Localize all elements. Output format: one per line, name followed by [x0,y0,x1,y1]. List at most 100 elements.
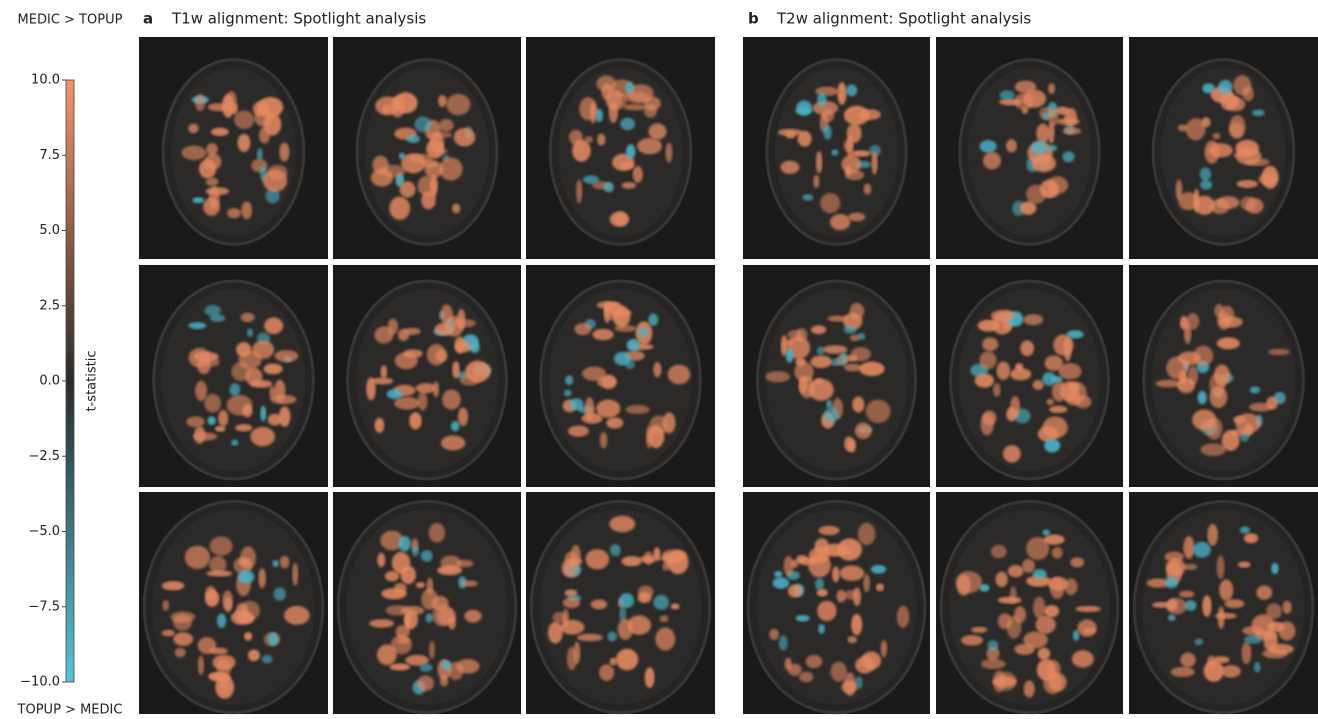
positive-cluster [653,547,660,559]
positive-cluster [1014,93,1034,110]
positive-cluster [1156,380,1182,388]
positive-cluster [250,427,275,446]
positive-cluster [660,615,669,622]
positive-cluster [464,610,481,623]
negative-cluster [217,614,226,628]
negative-cluster [626,144,636,159]
negative-cluster [570,398,583,410]
positive-cluster [1238,561,1251,567]
positive-cluster [1056,106,1069,115]
negative-cluster [1194,638,1203,645]
positive-cluster [442,389,461,409]
positive-cluster [234,111,254,130]
negative-cluster [420,663,433,672]
positive-cluster [648,123,666,139]
positive-cluster [839,566,864,581]
positive-cluster [1033,380,1044,390]
positive-cluster [1207,524,1218,546]
positive-cluster [596,76,616,92]
positive-cluster [569,558,583,565]
positive-cluster [1008,565,1024,577]
negative-cluster [274,587,286,601]
positive-cluster [1003,445,1021,463]
positive-cluster [372,156,388,175]
positive-cluster [1036,616,1056,634]
negative-cluster [1254,662,1261,673]
positive-cluster [573,641,580,664]
positive-cluster [188,124,198,134]
positive-cluster [576,179,582,203]
negative-cluster [831,149,838,156]
positive-cluster [397,637,411,643]
positive-cluster [193,432,217,440]
negative-cluster [614,352,631,366]
negative-cluster [230,383,241,396]
positive-cluster [440,675,449,686]
positive-cluster [828,315,849,321]
positive-cluster [996,572,1008,588]
tick-label: −7.5 [28,599,60,614]
positive-cluster [983,152,1001,170]
positive-cluster [244,632,252,641]
positive-cluster [1186,118,1206,140]
negative-cluster [387,389,403,399]
negative-cluster [207,416,215,425]
negative-cluster [773,577,789,588]
positive-cluster [876,583,884,591]
tick-label: −5.0 [28,524,60,539]
positive-cluster [433,381,439,397]
positive-cluster [245,368,262,385]
negative-cluster [268,632,279,645]
positive-cluster [186,416,204,427]
positive-cluster [644,105,657,118]
positive-cluster [403,349,422,358]
positive-cluster [389,197,410,220]
positive-cluster [616,649,638,671]
positive-cluster [455,341,471,352]
negative-cluster [441,660,451,670]
negative-cluster [1200,180,1212,190]
positive-cluster [769,629,779,640]
positive-cluster [590,102,596,124]
positive-cluster [1014,606,1026,623]
negative-cluster [774,571,782,578]
positive-cluster [1031,154,1056,172]
positive-cluster [1075,606,1101,612]
positive-cluster [799,672,813,683]
positive-cluster [1266,396,1277,409]
positive-cluster [788,664,802,676]
positive-cluster [1152,602,1171,608]
negative-cluster [980,140,997,153]
positive-cluster [232,103,239,114]
positive-cluster [982,337,998,351]
negative-cluster [824,407,839,423]
positive-cluster [274,350,298,362]
positive-cluster [280,556,290,569]
tick-label: 0.0 [39,374,60,389]
positive-cluster [850,303,865,320]
positive-cluster [264,317,283,334]
positive-cluster [377,553,385,568]
negative-cluster [802,194,813,201]
negative-cluster [583,175,599,184]
positive-cluster [816,151,822,173]
colorbar-bottom-label: TOPUP > MEDIC [17,703,123,718]
positive-cluster [1264,631,1278,652]
positive-cluster [1023,314,1043,325]
negative-cluster [260,406,266,422]
positive-cluster [981,659,1006,669]
positive-cluster [648,425,665,448]
positive-cluster [1006,139,1017,152]
positive-cluster [599,664,614,681]
positive-cluster [655,627,675,650]
positive-cluster [394,397,420,410]
negative-cluster [817,93,827,107]
positive-cluster [1213,656,1229,663]
positive-cluster [375,418,385,433]
positive-cluster [597,376,617,388]
positive-cluster [456,659,479,674]
colorbar-axis-label: t-statistic [85,351,100,412]
positive-cluster [1180,653,1195,668]
positive-cluster [765,371,789,382]
positive-cluster [998,596,1022,603]
